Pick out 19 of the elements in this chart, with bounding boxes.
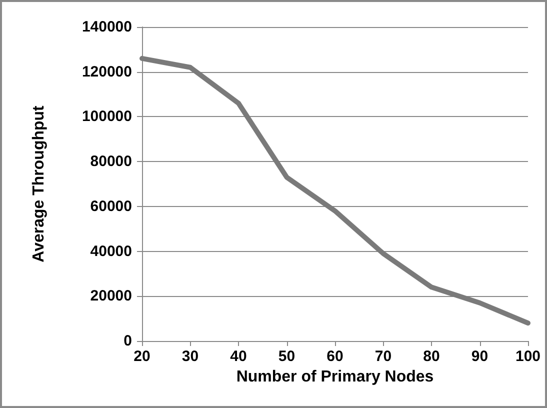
y-tick-label: 100000 [82,108,132,126]
x-tick-label: 50 [278,348,296,365]
y-tick-label: 80000 [90,153,132,170]
y-tick-label: 60000 [90,198,132,215]
x-tick-label: 30 [182,348,199,365]
x-tick-label: 20 [134,348,150,365]
y-tick-label: 40000 [90,242,132,260]
y-tick-label: 120000 [82,63,132,80]
x-tick-label: 90 [471,348,488,365]
y-tick-label: 0 [124,332,132,350]
x-tick-label: 80 [423,348,440,365]
y-axis-title: Average Throughput [30,104,48,262]
x-axis-title: Number of Primary Nodes [236,368,434,386]
x-tick-label: 100 [515,348,541,365]
x-tick-label: 40 [230,348,247,365]
y-tick-label: 140000 [82,18,132,36]
y-tick-label: 20000 [90,288,132,305]
x-tick-label: 70 [374,348,392,365]
x-tick-label: 60 [326,348,344,365]
